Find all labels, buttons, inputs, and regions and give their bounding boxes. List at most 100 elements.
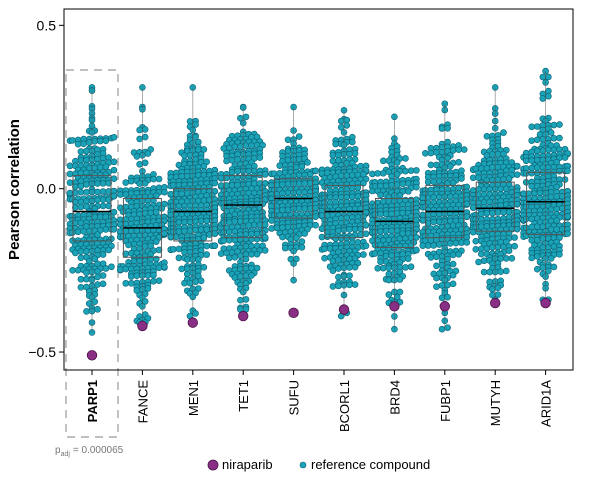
reference-point [458, 175, 465, 182]
reference-point [211, 242, 219, 250]
reference-point [329, 267, 337, 274]
reference-point [497, 185, 505, 193]
reference-point [83, 181, 90, 188]
reference-point [298, 243, 306, 251]
reference-point [556, 167, 563, 175]
reference-point [144, 285, 152, 292]
reference-point [561, 154, 569, 161]
reference-point [192, 310, 199, 317]
reference-point [133, 153, 141, 160]
reference-point [533, 265, 541, 273]
box-iqr [72, 175, 112, 242]
reference-point [556, 251, 563, 258]
reference-point [74, 228, 82, 236]
y-axis-label: Pearson correlation [6, 119, 23, 260]
niraparib-point-mutyh [490, 297, 501, 309]
reference-point [83, 308, 90, 315]
reference-point [197, 277, 205, 285]
reference-point [351, 263, 359, 271]
reference-point [528, 123, 536, 131]
gene-label-tet1: TET1 [236, 380, 251, 412]
reference-point [427, 161, 435, 169]
reference-point [110, 158, 118, 166]
reference-point [550, 121, 558, 129]
reference-point [505, 175, 513, 182]
reference-point [463, 239, 471, 246]
reference-point [136, 160, 143, 168]
reference-point [346, 281, 353, 289]
reference-point [399, 180, 407, 188]
reference-point [312, 213, 319, 220]
reference-point [77, 148, 85, 155]
reference-point [385, 291, 393, 298]
reference-point [424, 178, 432, 186]
reference-point [117, 266, 124, 273]
reference-point [94, 231, 101, 238]
reference-point [77, 284, 85, 291]
reference-point [505, 247, 513, 254]
reference-point [502, 267, 510, 275]
reference-point [533, 223, 541, 231]
reference-point [478, 250, 485, 258]
reference-point [483, 209, 491, 217]
reference-point [231, 218, 239, 225]
reference-point [511, 242, 518, 250]
reference-point [186, 227, 194, 234]
reference-point [312, 204, 319, 212]
reference-point [226, 254, 233, 262]
reference-point [102, 163, 110, 171]
reference-point [369, 170, 376, 178]
reference-point [293, 234, 300, 242]
reference-point [256, 154, 264, 161]
reference-point [237, 143, 244, 150]
reference-point [346, 272, 353, 279]
gene-column-arid1a [520, 67, 571, 304]
reference-point [351, 225, 359, 233]
reference-point [449, 251, 457, 259]
reference-point [248, 272, 255, 279]
gene-column-fance [117, 84, 168, 326]
reference-point [379, 264, 387, 272]
reference-point [377, 210, 384, 218]
reference-point [528, 254, 536, 262]
reference-point [105, 202, 112, 210]
reference-point [351, 150, 359, 157]
reference-point [508, 255, 516, 262]
reference-point [186, 279, 194, 287]
reference-point [382, 252, 390, 260]
reference-point [77, 182, 85, 190]
reference-point [513, 200, 521, 208]
reference-point [494, 243, 502, 251]
reference-point [472, 237, 480, 245]
reference-point [332, 235, 339, 242]
niraparib-point-men1 [187, 317, 199, 328]
reference-point [388, 227, 395, 235]
reference-point [295, 180, 303, 188]
reference-point [80, 140, 87, 148]
reference-point [77, 248, 85, 255]
reference-point [94, 196, 101, 204]
niraparib-point-arid1a [540, 297, 551, 309]
reference-point [136, 126, 143, 134]
reference-point [489, 209, 496, 217]
reference-point [141, 133, 149, 141]
reference-point [393, 159, 401, 166]
reference-point [152, 238, 160, 245]
reference-point [102, 171, 110, 179]
reference-point [99, 196, 107, 204]
reference-point [136, 180, 143, 187]
reference-point [449, 260, 457, 268]
reference-point [248, 142, 255, 149]
reference-point [141, 180, 149, 187]
reference-point [427, 149, 435, 157]
reference-point [362, 242, 370, 250]
reference-point [97, 137, 104, 145]
legend-label-niraparib: niraparib [222, 457, 273, 472]
gene-label-men1: MEN1 [186, 380, 201, 416]
reference-point [231, 254, 239, 261]
reference-point [550, 134, 558, 142]
gene-column-sufu [268, 103, 319, 284]
reference-point [533, 253, 541, 260]
reference-point [83, 275, 90, 283]
reference-point [329, 152, 337, 159]
